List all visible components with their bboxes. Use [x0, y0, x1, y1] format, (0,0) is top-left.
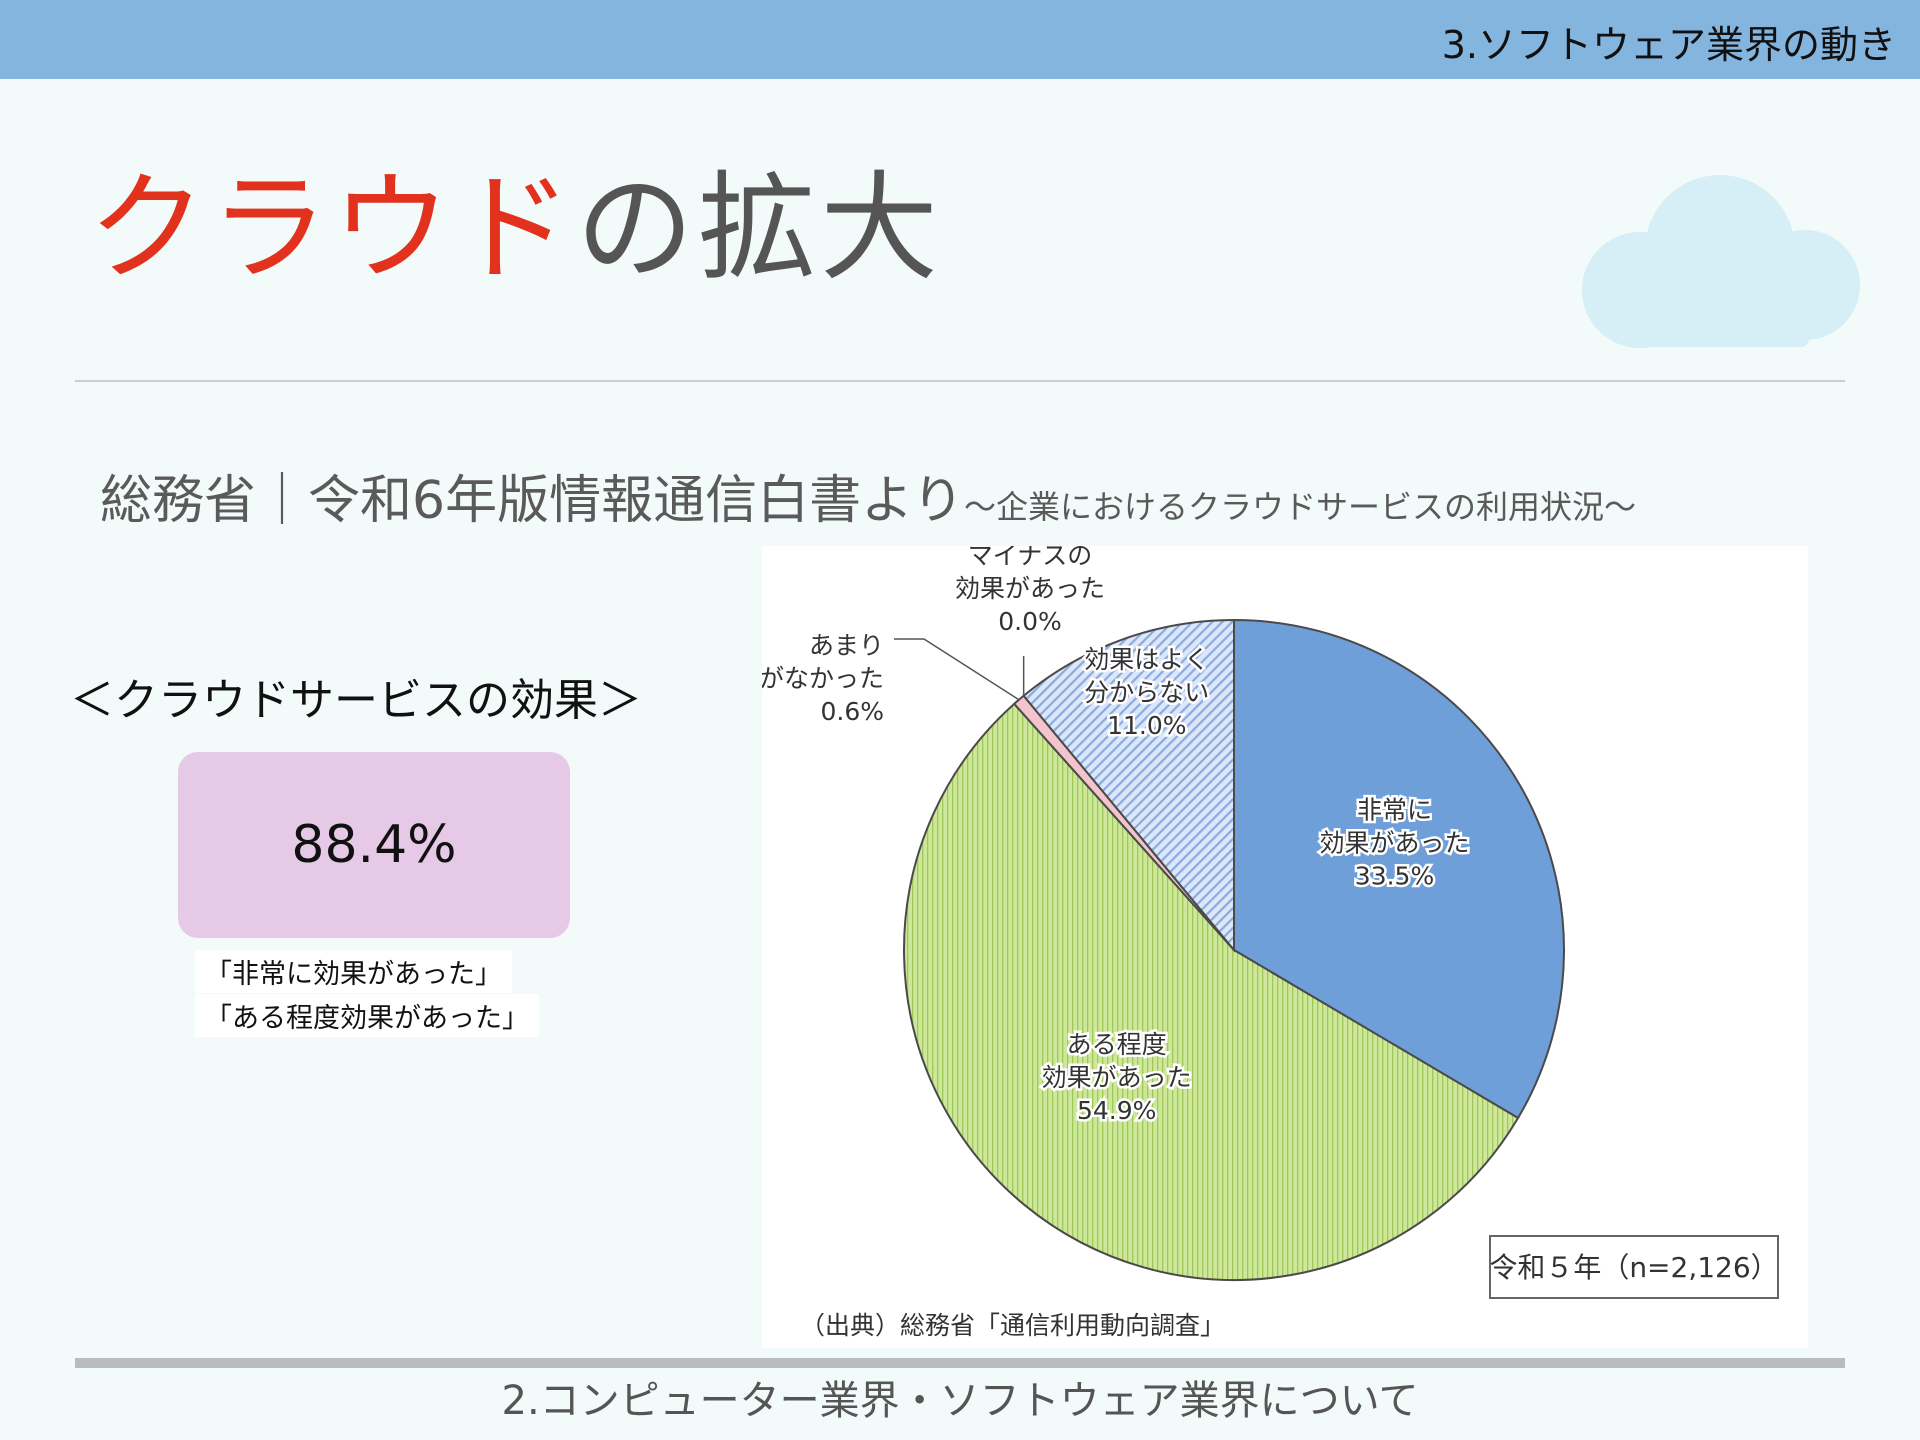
subtitle: 総務省｜令和6年版情報通信白書より～企業におけるクラウドサービスの利用状況～	[100, 458, 1636, 533]
effect-value: 88.4%	[291, 815, 457, 875]
legend-text: 令和５年（n=2,126）	[1489, 1251, 1778, 1284]
effect-note-2: 「ある程度効果があった」	[195, 994, 539, 1037]
effect-stat-box: 88.4%	[178, 752, 570, 938]
slice-name-label: あまり	[809, 631, 884, 660]
top-bar	[0, 0, 1920, 79]
slice-name-label: 効果はよく	[1084, 645, 1209, 674]
section-label: 3.ソフトウェア業界の動き	[1441, 23, 1896, 67]
slice-very-effective	[1233, 618, 1565, 1120]
slice-name-label: 効果があった	[1042, 1063, 1192, 1092]
title-highlight: クラウド	[88, 159, 577, 297]
effect-note-1: 「非常に効果があった」	[195, 950, 512, 993]
slice-name-label: 効果がなかった	[762, 664, 884, 693]
slice-name-label: 効果があった	[1320, 828, 1470, 857]
slice-name-label: 非常に	[1357, 795, 1432, 824]
effect-heading: ＜クラウドサービスの効果＞	[70, 675, 642, 726]
title-rest: の拡大	[576, 159, 943, 297]
legend-box: 令和５年（n=2,126）	[1489, 1235, 1779, 1299]
slice-name-label: ある程度	[1067, 1030, 1167, 1059]
page-title: クラウドの拡大	[88, 158, 942, 298]
subtitle-main: 総務省｜令和6年版情報通信白書より	[100, 471, 965, 531]
slice-name-label: 分からない	[1084, 678, 1209, 707]
slice-name-label: マイナスの	[968, 546, 1093, 570]
pie-chart: 非常に効果があった33.5%ある程度効果があった54.9%あまり効果がなかった0…	[762, 546, 1779, 1340]
slice-value-label: 0.0%	[998, 607, 1062, 636]
slice-unknown	[1022, 618, 1235, 953]
cloud-icon	[1582, 175, 1860, 348]
slice-value-label: 0.6%	[820, 697, 884, 726]
footer-divider	[75, 1358, 1845, 1368]
title-divider	[75, 380, 1845, 382]
subtitle-sub: ～企業におけるクラウドサービスの利用状況～	[964, 488, 1637, 526]
slice-value-label: 11.0%	[1107, 711, 1186, 740]
leader-line	[894, 638, 1020, 701]
footer-text: 2.コンピューター業界・ソフトウェア業界について	[501, 1378, 1419, 1424]
slice-name-label: 効果があった	[955, 574, 1105, 603]
chart-source: （出典）総務省「通信利用動向調査」	[800, 1311, 1225, 1340]
slice-somewhat-effective	[903, 702, 1520, 1281]
chart-panel: 非常に効果があった33.5%ある程度効果があった54.9%あまり効果がなかった0…	[762, 546, 1808, 1348]
slice-value-label: 54.9%	[1077, 1096, 1156, 1125]
slice-value-label: 33.5%	[1355, 861, 1434, 890]
